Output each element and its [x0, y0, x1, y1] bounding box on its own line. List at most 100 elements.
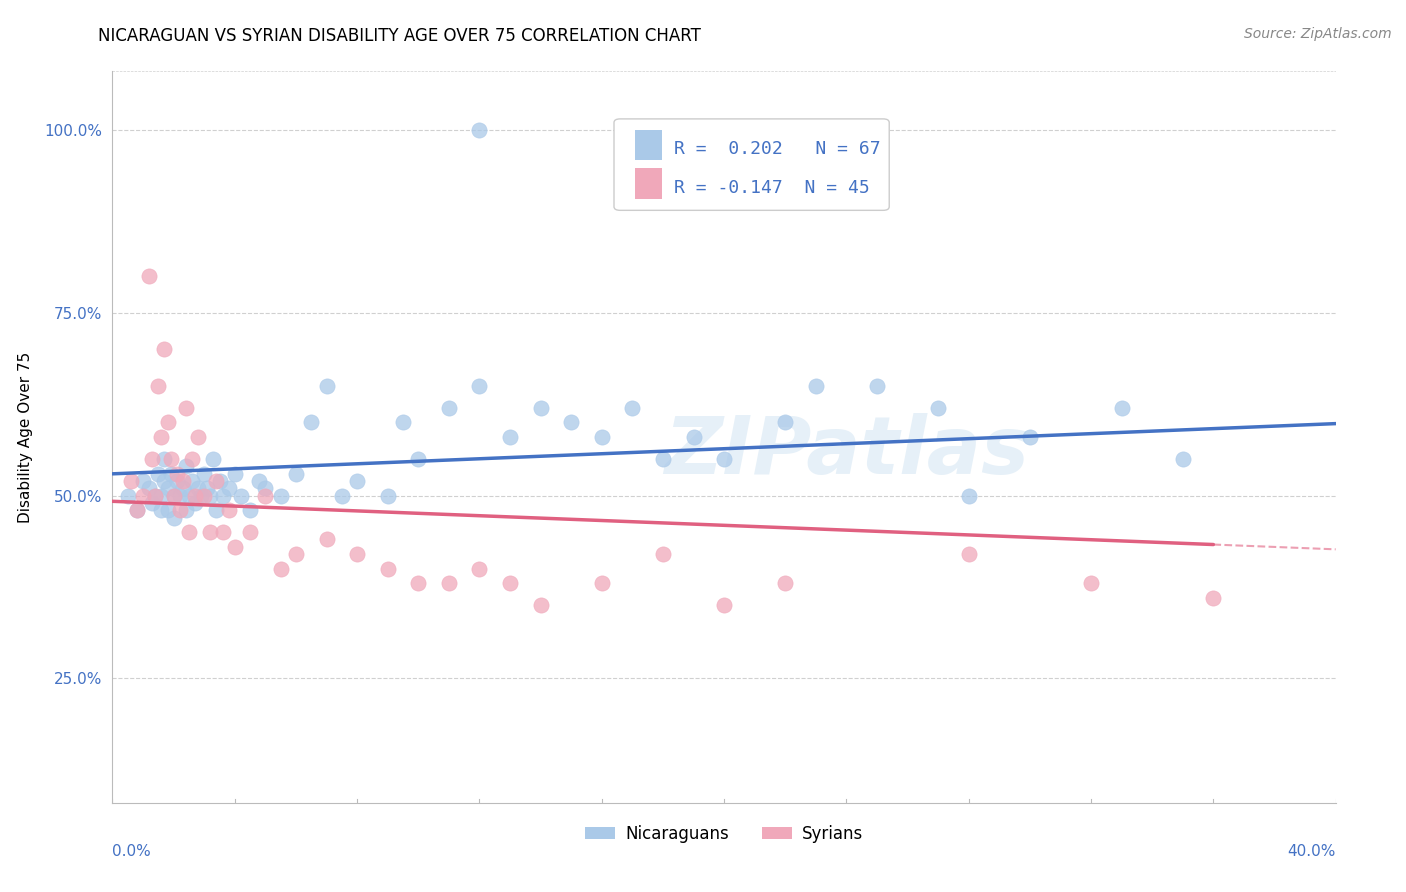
Point	[141, 452, 163, 467]
Point	[499, 430, 522, 444]
Point	[172, 474, 194, 488]
Point	[229, 489, 252, 503]
Point	[591, 430, 613, 444]
Point	[159, 467, 181, 481]
Point	[682, 430, 704, 444]
Point	[120, 474, 142, 488]
Point	[163, 489, 186, 503]
Point	[174, 459, 197, 474]
Point	[159, 452, 181, 467]
Text: 40.0%: 40.0%	[1288, 845, 1336, 860]
Point	[125, 503, 148, 517]
Point	[169, 489, 191, 503]
Point	[184, 489, 207, 503]
Point	[218, 481, 240, 495]
Point	[138, 481, 160, 495]
Point	[202, 452, 225, 467]
Text: NICARAGUAN VS SYRIAN DISABILITY AGE OVER 75 CORRELATION CHART: NICARAGUAN VS SYRIAN DISABILITY AGE OVER…	[98, 27, 702, 45]
Point	[125, 503, 148, 517]
Point	[193, 489, 215, 503]
Point	[211, 525, 233, 540]
Point	[193, 467, 215, 481]
Point	[775, 416, 797, 430]
Point	[187, 481, 209, 495]
Point	[530, 401, 553, 415]
Point	[153, 474, 176, 488]
Point	[148, 379, 170, 393]
Point	[247, 474, 270, 488]
Point	[377, 489, 399, 503]
FancyBboxPatch shape	[634, 129, 662, 161]
Point	[560, 416, 582, 430]
Point	[169, 503, 191, 517]
Text: ZIPatlas: ZIPatlas	[664, 413, 1029, 491]
Point	[346, 474, 368, 488]
Point	[284, 547, 308, 561]
Text: R =  0.202   N = 67: R = 0.202 N = 67	[673, 140, 880, 159]
Text: R = -0.147  N = 45: R = -0.147 N = 45	[673, 179, 870, 197]
Point	[1171, 452, 1194, 467]
Point	[437, 401, 460, 415]
Point	[143, 489, 166, 503]
FancyBboxPatch shape	[614, 119, 889, 211]
Point	[117, 489, 139, 503]
Point	[156, 503, 179, 517]
Point	[408, 452, 430, 467]
Point	[218, 503, 240, 517]
Text: Source: ZipAtlas.com: Source: ZipAtlas.com	[1244, 27, 1392, 41]
Point	[141, 496, 163, 510]
Point	[153, 343, 176, 357]
Point	[190, 489, 212, 503]
Point	[195, 481, 218, 495]
Point	[254, 489, 277, 503]
Point	[957, 489, 980, 503]
Point	[181, 452, 204, 467]
Point	[200, 489, 222, 503]
Point	[200, 525, 222, 540]
Point	[156, 481, 179, 495]
Point	[468, 123, 491, 137]
Point	[468, 562, 491, 576]
Point	[224, 540, 246, 554]
Point	[377, 562, 399, 576]
Point	[437, 576, 460, 591]
Point	[346, 547, 368, 561]
Point	[132, 474, 155, 488]
Point	[208, 474, 231, 488]
Point	[468, 379, 491, 393]
Point	[270, 489, 292, 503]
Point	[299, 416, 322, 430]
Point	[184, 496, 207, 510]
Point	[187, 430, 209, 444]
Point	[150, 489, 173, 503]
Point	[150, 430, 173, 444]
Point	[205, 503, 228, 517]
Point	[530, 599, 553, 613]
Point	[713, 599, 735, 613]
Point	[174, 503, 197, 517]
Point	[804, 379, 827, 393]
Point	[177, 525, 200, 540]
Point	[132, 489, 155, 503]
Point	[224, 467, 246, 481]
Point	[211, 489, 233, 503]
FancyBboxPatch shape	[634, 169, 662, 199]
Point	[138, 269, 160, 284]
Point	[205, 474, 228, 488]
Point	[153, 452, 176, 467]
Point	[150, 503, 173, 517]
Point	[652, 547, 675, 561]
Text: 0.0%: 0.0%	[112, 845, 152, 860]
Point	[866, 379, 889, 393]
Point	[166, 467, 188, 481]
Point	[163, 489, 186, 503]
Point	[330, 489, 353, 503]
Point	[621, 401, 644, 415]
Point	[177, 489, 200, 503]
Point	[156, 416, 179, 430]
Point	[166, 474, 188, 488]
Point	[148, 467, 170, 481]
Point	[270, 562, 292, 576]
Point	[408, 576, 430, 591]
Point	[392, 416, 415, 430]
